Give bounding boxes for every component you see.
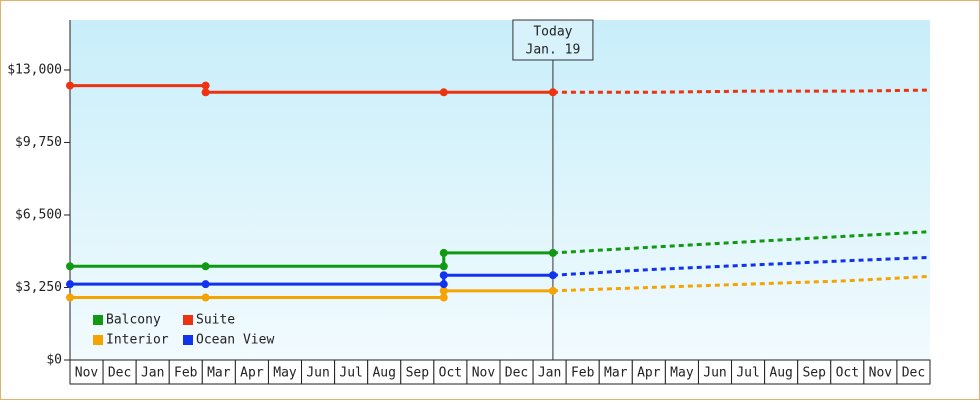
x-tick-cell (764, 359, 799, 385)
x-tick-label: Aug (372, 366, 395, 381)
point (201, 280, 210, 289)
legend-label: Balcony (106, 313, 161, 328)
point (439, 280, 448, 289)
point (548, 286, 557, 295)
x-tick-cell (301, 359, 336, 385)
today-box (512, 19, 594, 61)
x-tick-cell (830, 359, 865, 385)
x-tick-label: Nov (472, 366, 496, 381)
forecast-line (552, 274, 931, 293)
plot-area (70, 20, 930, 360)
x-tick-label: Oct (836, 366, 859, 381)
point (201, 88, 210, 97)
x-tick-label: Jun (306, 366, 329, 381)
x-tick-cell (896, 359, 931, 385)
forecast-line (552, 255, 931, 277)
y-tick-label: $13,000 (7, 62, 62, 77)
x-tick-cell (631, 359, 666, 385)
x-tick-cell (863, 359, 898, 385)
legend-swatch (93, 315, 103, 325)
y-tick-label: $9,750 (15, 135, 62, 150)
x-tick-cell (731, 359, 766, 385)
x-tick-cell (532, 359, 567, 385)
x-tick-cell (102, 359, 137, 385)
x-tick-label: Apr (637, 366, 661, 381)
legend-label: Ocean View (196, 333, 274, 348)
x-tick-cell (367, 359, 402, 385)
x-tick-label: Dec (108, 366, 131, 381)
x-tick-label: May (273, 366, 297, 381)
point (439, 286, 448, 295)
forecast-line (552, 230, 931, 255)
x-tick-label: Mar (207, 366, 231, 381)
x-tick-label: Jul (339, 366, 362, 381)
x-tick-cell (433, 359, 468, 385)
x-tick-cell (69, 359, 104, 385)
today-label: Today (533, 25, 572, 40)
legend-swatch (183, 335, 193, 345)
point (548, 271, 557, 280)
today-label: Jan. 19 (526, 43, 581, 58)
x-tick-label: Nov (75, 366, 99, 381)
x-tick-label: Jul (736, 366, 759, 381)
legend-label: Suite (196, 313, 235, 328)
x-tick-label: Jun (703, 366, 726, 381)
x-tick-cell (168, 359, 203, 385)
point (66, 280, 74, 289)
x-tick-label: Sep (406, 366, 430, 381)
x-tick-cell (135, 359, 170, 385)
point (439, 293, 448, 302)
x-tick-label: Jan (141, 366, 164, 381)
point (66, 293, 74, 302)
point (439, 262, 448, 271)
x-tick-label: Dec (505, 366, 528, 381)
legend-label: Interior (106, 333, 169, 348)
x-tick-label: Apr (240, 366, 264, 381)
y-tick-label: $3,250 (15, 280, 62, 295)
x-tick-label: May (670, 366, 694, 381)
point (66, 81, 74, 90)
x-tick-label: Feb (571, 366, 595, 381)
point (439, 88, 448, 97)
x-tick-label: Mar (604, 366, 628, 381)
y-tick-label: $0 (46, 353, 62, 368)
forecast-line (552, 88, 931, 94)
x-tick-cell (697, 359, 733, 385)
x-tick-cell (565, 359, 600, 385)
x-tick-cell (797, 359, 832, 385)
point (201, 81, 210, 90)
x-tick-cell (201, 359, 236, 385)
x-tick-label: Jan (538, 366, 561, 381)
point (548, 248, 557, 257)
point (439, 248, 448, 257)
point (201, 293, 210, 302)
x-tick-cell (466, 359, 501, 385)
x-tick-cell (664, 359, 699, 385)
x-tick-label: Feb (174, 366, 198, 381)
x-tick-label: Dec (902, 366, 925, 381)
point (439, 271, 448, 280)
y-tick-label: $6,500 (15, 207, 62, 222)
point (201, 262, 210, 271)
point (66, 262, 74, 271)
legend-swatch (93, 335, 103, 345)
x-tick-label: Aug (769, 366, 792, 381)
point (548, 88, 557, 97)
legend-swatch (183, 315, 193, 325)
x-tick-label: Sep (802, 366, 826, 381)
x-tick-label: Oct (439, 366, 462, 381)
x-tick-label: Nov (869, 366, 893, 381)
